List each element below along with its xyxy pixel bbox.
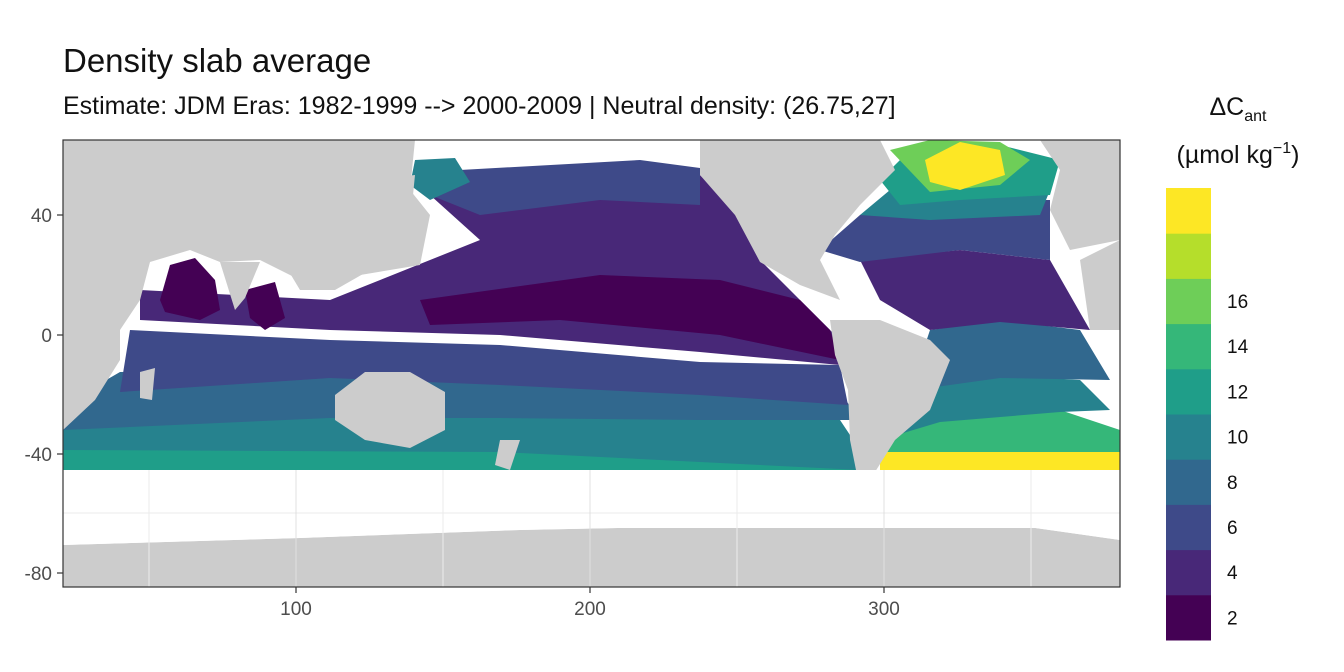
legend-bin	[1166, 414, 1211, 460]
legend-tick-label: 14	[1227, 337, 1249, 358]
land-greenland-europe	[1040, 140, 1120, 250]
land-australia	[335, 372, 445, 448]
north-pacific-teal	[410, 158, 470, 200]
legend-tick-label: 12	[1227, 382, 1248, 403]
legend-colorbar: 2 4 6 8 10 12 14 16	[1166, 188, 1249, 641]
land-madagascar	[140, 368, 155, 400]
land-asia-east	[280, 175, 415, 290]
chart-title: Density slab average	[63, 42, 372, 79]
legend-bin	[1166, 323, 1211, 370]
subpolar-atlantic-yellow	[925, 142, 1005, 190]
nodata-southern-ocean	[63, 470, 1120, 528]
y-axis: 40 0 -40 -80	[25, 206, 63, 585]
arabian-sea	[160, 258, 220, 320]
x-tick-label: 300	[868, 599, 900, 620]
legend-unit-sup: −1	[1273, 140, 1291, 157]
legend-bin	[1166, 233, 1211, 279]
legend-bin	[1166, 368, 1211, 415]
legend-bin	[1166, 594, 1211, 641]
legend-tick-label: 10	[1227, 428, 1248, 449]
legend-bin	[1166, 459, 1211, 505]
legend-bin	[1166, 504, 1211, 551]
chart-subtitle: Estimate: JDM Eras: 1982-1999 --> 2000-2…	[63, 92, 896, 120]
legend-tick-label: 16	[1227, 292, 1248, 313]
y-tick-label: -80	[25, 564, 52, 585]
land-north-america	[700, 140, 895, 300]
legend-bin	[1166, 188, 1211, 234]
legend-unit-suffix: )	[1291, 141, 1299, 169]
y-tick-label: 40	[31, 206, 52, 227]
gridlines	[63, 470, 1120, 587]
legend: ΔCant (µmol kg−1) 2 4 6 8 10 12 14 16	[1166, 93, 1299, 641]
legend-tick-label: 8	[1227, 473, 1238, 494]
legend-bin	[1166, 278, 1211, 325]
land-west-africa	[1080, 240, 1120, 330]
ocean-field	[63, 140, 1120, 495]
legend-unit-prefix: (µmol kg	[1177, 141, 1273, 169]
legend-tick-label: 2	[1227, 608, 1238, 629]
legend-tick-label: 4	[1227, 563, 1238, 584]
land-new-zealand	[495, 440, 520, 470]
legend-tick-label: 6	[1227, 518, 1238, 539]
x-axis: 100 200 300	[280, 587, 900, 620]
legend-title: ΔCant	[1209, 93, 1267, 125]
atlantic-equatorial	[860, 250, 1090, 330]
y-tick-label: -40	[25, 445, 52, 466]
legend-unit: (µmol kg−1)	[1177, 140, 1300, 169]
bay-of-bengal	[245, 282, 285, 330]
legend-title-sub: ant	[1244, 108, 1267, 125]
x-tick-label: 100	[280, 599, 312, 620]
y-tick-label: 0	[41, 326, 52, 347]
legend-bin	[1166, 549, 1211, 596]
land-south-america	[830, 320, 950, 490]
equatorial-pacific	[420, 275, 840, 360]
x-tick-label: 200	[574, 599, 606, 620]
legend-title-main: ΔC	[1209, 93, 1244, 121]
north-pacific	[430, 160, 700, 215]
atlantic-tropical	[900, 320, 1110, 392]
panel-border	[62, 139, 1121, 588]
land-india	[220, 262, 260, 310]
atlantic-south-band	[880, 450, 1120, 475]
basin-indopacific	[120, 330, 848, 405]
